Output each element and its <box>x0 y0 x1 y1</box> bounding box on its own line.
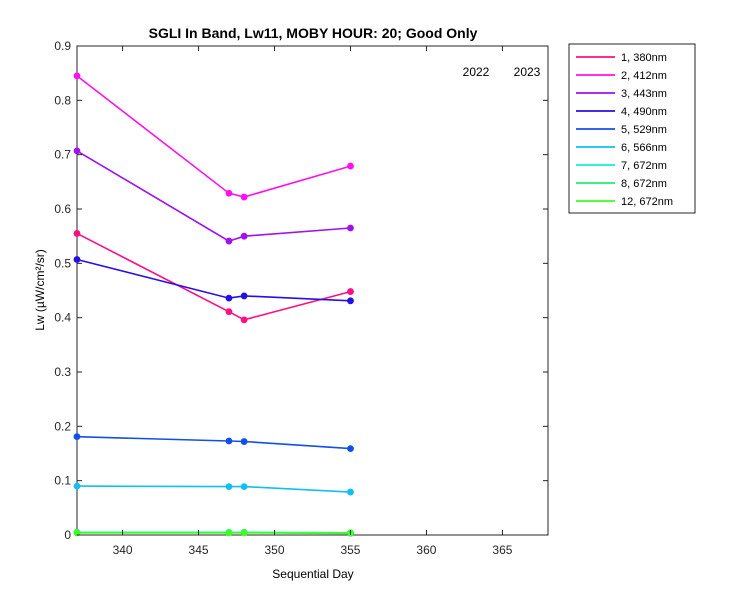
legend-item: 1, 380nm <box>576 52 667 64</box>
x-tick-label: 365 <box>492 543 512 557</box>
data-point <box>347 445 354 453</box>
x-axis-label: Sequential Day <box>272 567 353 581</box>
chart-title: SGLI In Band, Lw11, MOBY HOUR: 20; Good … <box>149 25 478 41</box>
legend-label: 1, 380nm <box>621 52 667 64</box>
data-point <box>347 162 354 170</box>
series-line <box>76 258 351 302</box>
x-tick-label: 360 <box>416 543 436 557</box>
series-line <box>76 150 351 242</box>
legend-label: 2, 412nm <box>621 70 667 82</box>
x-tick-label: 355 <box>340 543 360 557</box>
x-tick-label: 350 <box>265 543 285 557</box>
data-point <box>73 72 81 80</box>
series-1 <box>73 230 354 324</box>
data-point <box>225 483 233 491</box>
data-point <box>347 288 354 295</box>
data-point <box>347 297 354 305</box>
data-point <box>240 292 248 300</box>
data-point <box>225 437 233 445</box>
series-5 <box>73 433 354 453</box>
legend-item: 12, 672nm <box>576 196 673 208</box>
legend-label: 8, 672nm <box>621 178 667 190</box>
legend-item: 6, 566nm <box>576 142 667 154</box>
plot-area <box>76 45 549 536</box>
series-2 <box>73 72 354 201</box>
series-4 <box>73 256 354 305</box>
data-point <box>73 433 81 441</box>
y-tick-label: 0.3 <box>54 365 71 379</box>
data-point <box>225 294 233 302</box>
data-point <box>240 529 248 537</box>
y-axis-label: Lw (µW/cm²/sr) <box>33 249 47 331</box>
y-tick-label: 0.7 <box>54 148 71 162</box>
y-tick-label: 0.5 <box>54 256 71 270</box>
data-point <box>73 230 81 237</box>
series-6 <box>73 482 354 496</box>
legend-label: 7, 672nm <box>621 160 667 172</box>
y-tick-label: 0.2 <box>54 419 71 433</box>
legend-label: 3, 443nm <box>621 88 667 100</box>
y-tick-label: 0.9 <box>54 39 71 53</box>
series-layer <box>73 72 354 537</box>
axis-ticks: 340 345 350 355 360 365 0 0.1 0.2 0.3 0.4 0.5 0.6 0.7… <box>54 39 548 557</box>
series-line <box>76 232 351 321</box>
y-tick-label: 0.8 <box>54 93 71 107</box>
x-tick-label: 340 <box>113 543 133 557</box>
data-point <box>240 438 248 445</box>
data-point <box>73 147 81 155</box>
data-point <box>225 308 233 316</box>
x-tick-label: 345 <box>189 543 209 557</box>
y-tick-label: 0.4 <box>54 311 71 325</box>
y-tick-label: 0.1 <box>54 474 71 488</box>
legend-label: 4, 490nm <box>621 106 667 118</box>
legend-item: 3, 443nm <box>576 88 667 100</box>
data-point <box>240 232 248 240</box>
data-point <box>240 193 248 201</box>
data-point <box>240 316 248 324</box>
y-tick-label: 0.6 <box>54 202 71 216</box>
legend-item: 2, 412nm <box>576 70 667 82</box>
series-line <box>76 435 351 450</box>
series-line <box>76 75 351 198</box>
legend-item: 8, 672nm <box>576 178 667 190</box>
legend-item: 4, 490nm <box>576 106 667 118</box>
data-point <box>347 224 354 232</box>
annotation-2022: 2022 <box>463 65 490 79</box>
data-point <box>225 237 233 245</box>
annotation-2023: 2023 <box>514 65 541 79</box>
data-point <box>225 189 233 197</box>
legend: 1, 380nm 2, 412nm 3, 443nm 4, 490nm 5, 529nm… <box>576 52 673 208</box>
legend-label: 12, 672nm <box>621 196 673 208</box>
legend-label: 6, 566nm <box>621 142 667 154</box>
legend-item: 7, 672nm <box>576 160 667 172</box>
series-line <box>76 485 351 493</box>
data-point <box>73 256 81 263</box>
data-point <box>347 488 354 496</box>
data-point <box>73 482 81 490</box>
series-3 <box>73 147 354 245</box>
data-point <box>225 529 233 537</box>
legend-label: 5, 529nm <box>621 124 667 136</box>
y-tick-label: 0 <box>64 528 71 542</box>
series-9 <box>73 529 354 537</box>
legend-item: 5, 529nm <box>576 124 667 136</box>
data-point <box>240 483 248 491</box>
